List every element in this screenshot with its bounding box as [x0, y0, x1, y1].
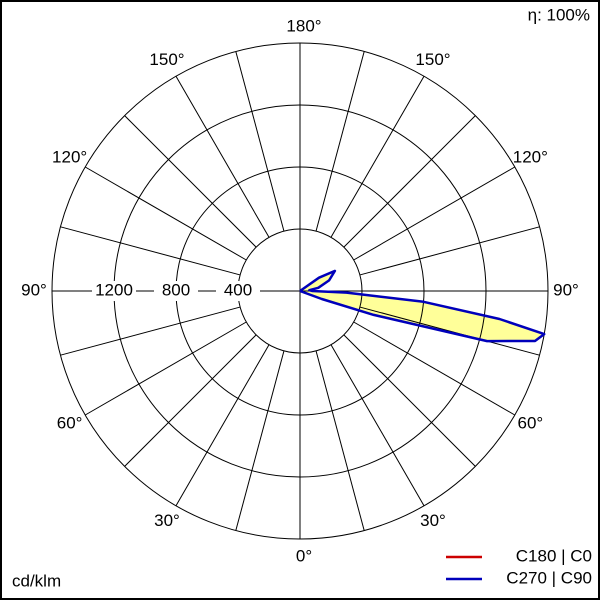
tick-label-bg	[154, 281, 198, 301]
r-tick-label: 400	[224, 280, 252, 299]
tick-label-bg	[92, 281, 136, 301]
angle-label: 180°	[286, 16, 321, 35]
spoke	[359, 306, 540, 356]
angle-label: 120°	[513, 147, 548, 166]
spoke	[124, 115, 257, 248]
spoke	[235, 51, 285, 232]
spoke	[343, 115, 476, 248]
angle-label: 0°	[296, 546, 312, 565]
unit-label: cd/klm	[12, 571, 61, 590]
spoke	[359, 226, 540, 276]
spoke	[235, 350, 285, 531]
spoke	[330, 75, 425, 238]
spoke	[60, 226, 241, 276]
spoke	[175, 344, 270, 507]
spoke	[343, 334, 476, 467]
r-tick-label: 800	[162, 280, 190, 299]
spoke	[353, 166, 516, 261]
angle-label: 60°	[57, 413, 83, 432]
angle-label: 150°	[415, 50, 450, 69]
spoke	[84, 166, 247, 261]
spoke	[84, 321, 247, 416]
angle-label: 30°	[154, 511, 180, 530]
angle-label: 90°	[21, 280, 47, 299]
angle-label: 150°	[149, 50, 184, 69]
legend-label: C180 | C0	[516, 546, 592, 565]
angle-label: 30°	[420, 511, 446, 530]
spoke	[353, 321, 516, 416]
spoke	[124, 334, 257, 467]
angle-label: 120°	[52, 147, 87, 166]
spoke	[315, 51, 365, 232]
spoke	[315, 350, 365, 531]
efficiency-label: η: 100%	[528, 5, 590, 24]
tick-label-bg	[216, 281, 260, 301]
legend-label: C270 | C90	[506, 568, 592, 587]
angle-label: 60°	[518, 413, 544, 432]
spoke	[330, 344, 425, 507]
spoke	[60, 306, 241, 356]
r-tick-label: 1200	[95, 280, 133, 299]
series-line	[299, 269, 546, 343]
spoke	[175, 75, 270, 238]
angle-label: 90°	[553, 280, 579, 299]
